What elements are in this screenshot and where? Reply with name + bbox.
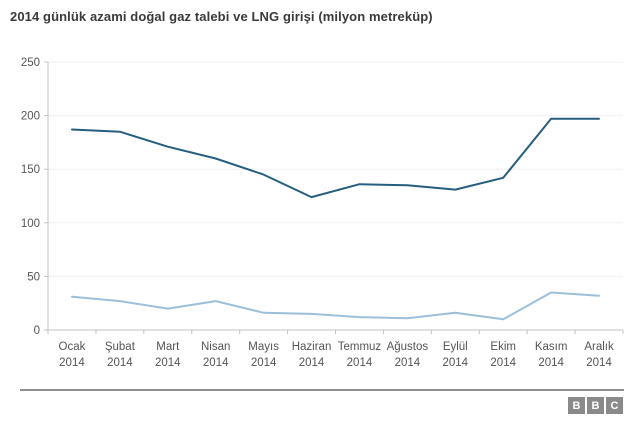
x-tick-label-year: 2014 [299, 357, 325, 369]
x-tick-label-year: 2014 [395, 357, 421, 369]
x-tick-label-year: 2014 [538, 357, 564, 369]
x-tick-label-year: 2014 [107, 357, 133, 369]
x-tick-label-month: Kasım [535, 341, 568, 353]
x-tick-label-month: Mart [156, 341, 180, 353]
x-tick-label-month: Ekim [490, 341, 516, 353]
demand-line [71, 117, 600, 199]
bbc-logo-block: B [587, 397, 604, 414]
y-tick-label: 100 [21, 218, 40, 230]
x-tick-label-year: 2014 [203, 357, 229, 369]
y-tick-label: 200 [21, 111, 40, 123]
x-tick-label-month: Nisan [201, 341, 230, 353]
x-tick-label-month: Ağustos [387, 341, 429, 353]
y-tick-label: 50 [27, 271, 40, 283]
x-tick-label-year: 2014 [442, 357, 468, 369]
x-tick-label-month: Temmuz [338, 341, 382, 353]
x-tick-label-year: 2014 [347, 357, 373, 369]
y-tick-label: 150 [21, 164, 40, 176]
x-tick-label-year: 2014 [155, 357, 181, 369]
x-tick-label-year: 2014 [490, 357, 516, 369]
x-tick-label-year: 2014 [251, 357, 277, 369]
x-tick-label-month: Ocak [59, 341, 86, 353]
y-tick-label: 0 [34, 325, 40, 337]
chart-title: 2014 günlük azami doğal gaz talebi ve LN… [10, 9, 433, 24]
x-tick-label-year: 2014 [586, 357, 612, 369]
x-tick-label-year: 2014 [59, 357, 85, 369]
bbc-logo-block: C [606, 397, 623, 414]
lng-line [71, 291, 600, 321]
y-tick-label: 250 [21, 57, 40, 69]
footer-divider [20, 389, 624, 391]
x-tick-label-month: Aralık [584, 341, 614, 353]
chart-svg: 0 50 100 150 200 250 Ocak 2014 Şubat 2014 Mart 2014… [21, 57, 624, 369]
bbc-logo-block: B [568, 397, 585, 414]
x-tick-label-month: Haziran [292, 341, 332, 353]
x-tick-label-month: Eylül [443, 341, 468, 353]
x-tick-label-month: Şubat [105, 341, 136, 353]
bbc-logo: B B C [568, 397, 623, 414]
x-tick-label-month: Mayıs [248, 341, 279, 353]
